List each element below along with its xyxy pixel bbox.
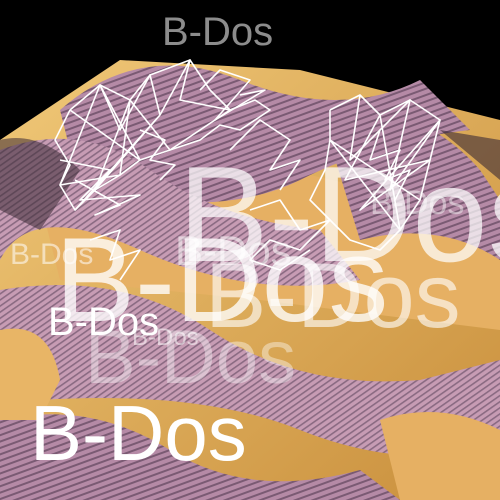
wireframe-polygon-icon [54,59,441,281]
